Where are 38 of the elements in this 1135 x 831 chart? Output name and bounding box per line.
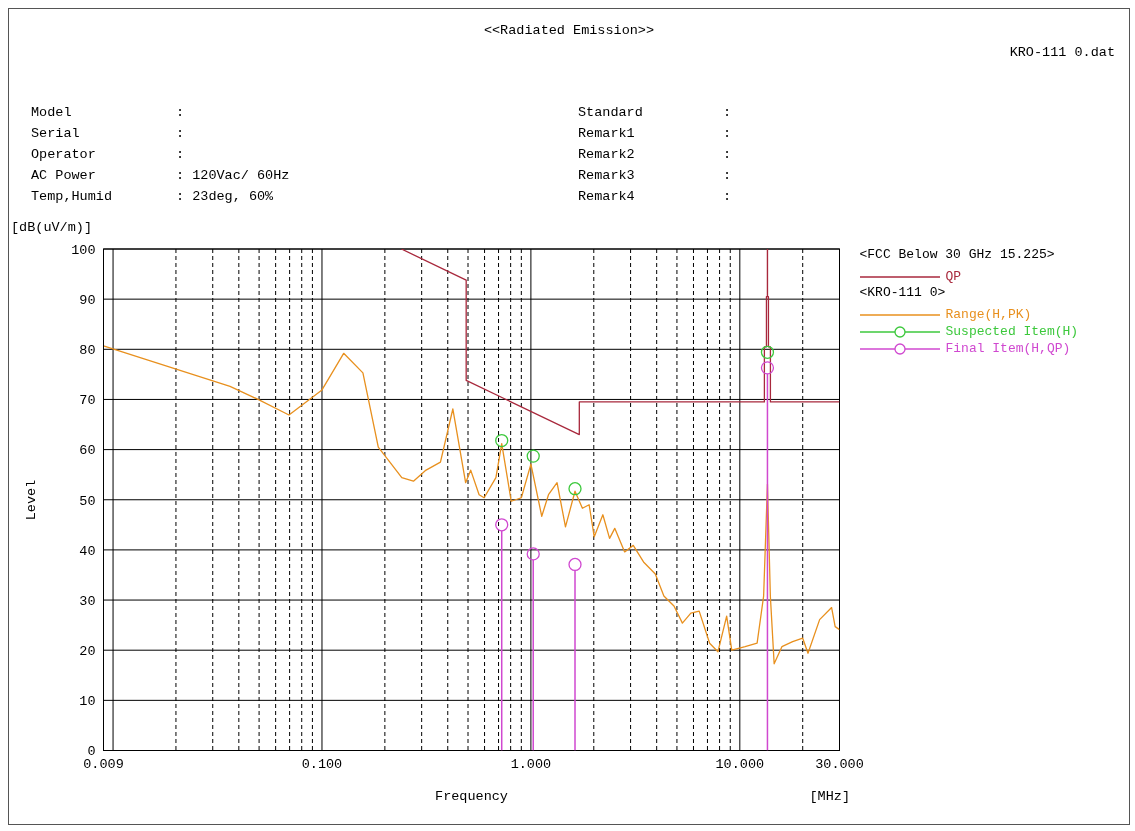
text: <FCC Below 30 GHz 15.225> — [859, 247, 1056, 264]
y-tick-label: 70 — [79, 393, 96, 409]
text: <KRO-111 0> — [859, 285, 947, 302]
y-tick-label: 100 — [71, 242, 96, 258]
y-tick-label: 20 — [79, 643, 96, 659]
x-tick-label: 30.000 — [815, 757, 864, 773]
text: Remark1 : — [578, 126, 732, 141]
text: Suspected Item(H) — [945, 324, 1079, 339]
text: Remark4 : — [578, 189, 732, 204]
y-tick-label: 10 — [79, 694, 96, 710]
y-tick-label: 40 — [79, 543, 96, 559]
x-tick-label: 0.009 — [83, 757, 124, 773]
text: AC Power : 120Vac/ 60Hz — [31, 168, 290, 183]
y-tick-label: 90 — [79, 292, 96, 308]
y-tick-label: 0 — [87, 744, 96, 760]
text: [dB(uV/m)] — [11, 220, 93, 235]
text: [MHz] — [809, 788, 851, 804]
text: QP — [945, 269, 962, 284]
text: Remark2 : — [578, 147, 732, 162]
y-tick-label: 60 — [79, 443, 96, 459]
chart-title: <<Radiated Emission>> — [482, 23, 656, 38]
text: Final Item(H,QP) — [945, 341, 1071, 356]
y-tick-label: 30 — [79, 593, 96, 609]
text: Operator : — [31, 147, 185, 162]
text: Remark3 : — [578, 168, 732, 183]
x-tick-label: 1.000 — [510, 757, 552, 773]
text: Model : — [31, 105, 185, 120]
y-tick-label: 50 — [79, 493, 96, 509]
x-axis-title: Frequency — [435, 788, 508, 804]
text: Serial : — [31, 126, 185, 141]
text: KRO-111 0.dat — [1009, 45, 1115, 60]
text: Range(H,PK) — [945, 307, 1032, 322]
text: Standard : — [578, 105, 732, 120]
y-axis-title: Level — [23, 479, 39, 521]
x-tick-label: 10.000 — [715, 757, 765, 773]
y-tick-label: 80 — [79, 343, 96, 359]
x-tick-label: 0.100 — [301, 757, 343, 773]
text: Temp,Humid : 23deg, 60% — [31, 189, 274, 204]
